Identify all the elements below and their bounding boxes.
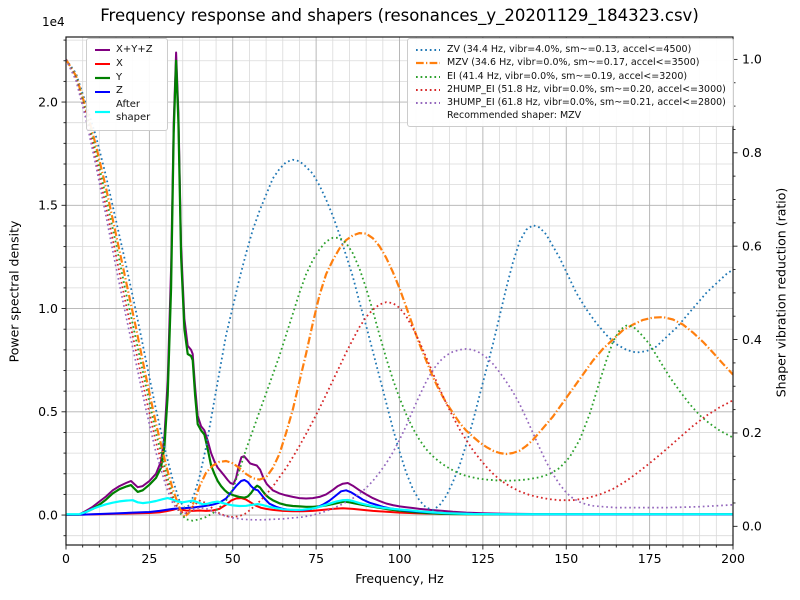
series-hump3-line [66, 59, 733, 521]
series-zv-line [66, 58, 733, 511]
tick-marks [61, 39, 738, 550]
legend-item-hump2: 2HUMP_EI (51.8 Hz, vibr=0.0%, sm~=0.20, … [415, 84, 726, 96]
series-mzv-line [66, 58, 733, 519]
svg-text:150: 150 [554, 551, 578, 566]
legend-item-x: X [94, 58, 160, 71]
left-y-axis-label: Power spectral density [6, 220, 22, 363]
legend-line-sample-z [95, 90, 110, 93]
svg-text:0.0: 0.0 [38, 507, 58, 522]
chart-title: Frequency response and shapers (resonanc… [100, 6, 699, 25]
legend-item-label: X+Y+Z [116, 44, 153, 55]
legend-line-sample-mzv [416, 62, 440, 65]
svg-text:2.0: 2.0 [38, 94, 58, 109]
svg-text:100: 100 [388, 551, 412, 566]
svg-text:0.8: 0.8 [742, 145, 762, 160]
legend-line-sample-x [95, 63, 110, 66]
legend-item-label: 2HUMP_EI (51.8 Hz, vibr=0.0%, sm~=0.20, … [447, 83, 726, 95]
series-y-line [66, 59, 733, 516]
series-after_shaper-line [66, 497, 733, 516]
legend-item-recommendation: Recommended shaper: MZV [415, 110, 726, 122]
legend-item-ei: EI (41.4 Hz, vibr=0.0%, sm~=0.19, accel<… [415, 71, 726, 83]
legend-item-label: ZV (34.4 Hz, vibr=4.0%, sm~=0.13, accel<… [447, 44, 692, 56]
legend-line-sample-hump3 [416, 101, 440, 104]
svg-text:0.2: 0.2 [742, 425, 762, 440]
legend-item-label: Recommended shaper: MZV [447, 110, 582, 122]
svg-text:1.5: 1.5 [38, 198, 58, 213]
svg-text:0.6: 0.6 [742, 238, 762, 253]
svg-text:1.0: 1.0 [38, 301, 58, 316]
right-y-axis-label: Shaper vibration reduction (ratio) [773, 187, 789, 398]
svg-text:125: 125 [471, 551, 495, 566]
legend-item-label: EI (41.4 Hz, vibr=0.0%, sm~=0.19, accel<… [447, 70, 688, 82]
legend-item-label: Z [116, 85, 123, 97]
legend-item-label: MZV (34.6 Hz, vibr=0.0%, sm~=0.17, accel… [447, 57, 700, 69]
svg-text:50: 50 [225, 551, 241, 566]
legend-line-sample-hump2 [416, 88, 440, 91]
legend-item-zv: ZV (34.4 Hz, vibr=4.0%, sm~=0.13, accel<… [415, 44, 726, 56]
legend-item-label: 3HUMP_EI (61.8 Hz, vibr=0.0%, sm~=0.21, … [447, 97, 726, 108]
series-xyz-line [66, 51, 733, 516]
y-axis-offset-text: 1e4 [42, 15, 65, 29]
legend-line-sample-xyz [95, 49, 110, 52]
series-x-line [66, 497, 733, 516]
svg-text:75: 75 [308, 551, 324, 566]
legend-item-xyz: X+Y+Z [94, 44, 160, 57]
svg-text:25: 25 [141, 551, 157, 566]
svg-text:0.4: 0.4 [742, 332, 762, 347]
legend-item-z: Z [94, 85, 160, 98]
legend-line-sample-y [95, 76, 110, 80]
legend-item-y: Y [94, 72, 160, 85]
legend-item-label: X [116, 57, 123, 69]
legend-line-sample-zv [416, 49, 440, 52]
legend-item-mzv: MZV (34.6 Hz, vibr=0.0%, sm~=0.17, accel… [415, 57, 726, 69]
svg-text:0: 0 [62, 551, 70, 566]
svg-text:200: 200 [721, 551, 745, 566]
legend-item-label: Y [116, 71, 123, 83]
legend-item-label: After shaper [116, 99, 151, 123]
curves [66, 51, 733, 522]
legend-psd-series: X+Y+Z X Y Z After shaper [86, 38, 168, 131]
svg-text:175: 175 [638, 551, 662, 566]
legend-line-sample-after_shaper [95, 110, 110, 114]
legend-item-hump3: 3HUMP_EI (61.8 Hz, vibr=0.0%, sm~=0.21, … [415, 97, 726, 109]
svg-text:0.0: 0.0 [742, 519, 762, 534]
svg-text:0.5: 0.5 [38, 404, 58, 419]
svg-text:1.0: 1.0 [742, 52, 762, 67]
legend-item-after_shaper: After shaper [94, 99, 160, 125]
x-axis-label: Frequency, Hz [355, 571, 444, 586]
legend-sample-spacer [415, 110, 441, 122]
tick-labels: 0 25 50 75 100 125 150 175 200 0.0 0.5 1.0 1.5 2.0 0.0… [38, 52, 762, 566]
legend-shapers: ZV (34.4 Hz, vibr=4.0%, sm~=0.13, accel<… [407, 38, 734, 128]
legend-line-sample-ei [416, 75, 440, 78]
